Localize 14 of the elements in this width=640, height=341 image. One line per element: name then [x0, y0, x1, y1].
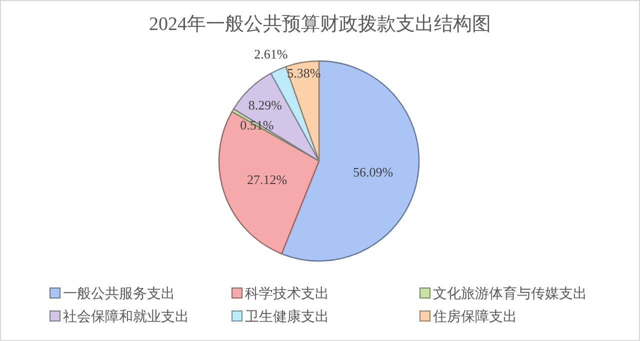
legend-label: 一般公共服务支出 [63, 286, 175, 302]
legend-label: 社会保障和就业支出 [63, 309, 189, 325]
data-label: 27.12% [247, 172, 288, 188]
legend-label: 住房保障支出 [432, 309, 517, 325]
data-label: 56.09% [352, 164, 394, 180]
data-label: 2.61% [254, 46, 288, 62]
data-label: 8.29% [248, 98, 282, 113]
legend-label: 文化旅游体育与传媒支出 [433, 285, 587, 302]
pie-slice [218, 111, 320, 254]
legend-label: 卫生健康支出 [245, 309, 329, 325]
data-label: 5.38% [287, 65, 321, 80]
legend-label: 科学技术支出 [245, 286, 329, 302]
pie-slice [285, 60, 320, 162]
chart-title: 2024年一般公共预算财政拨款支出结构图 [149, 14, 491, 35]
